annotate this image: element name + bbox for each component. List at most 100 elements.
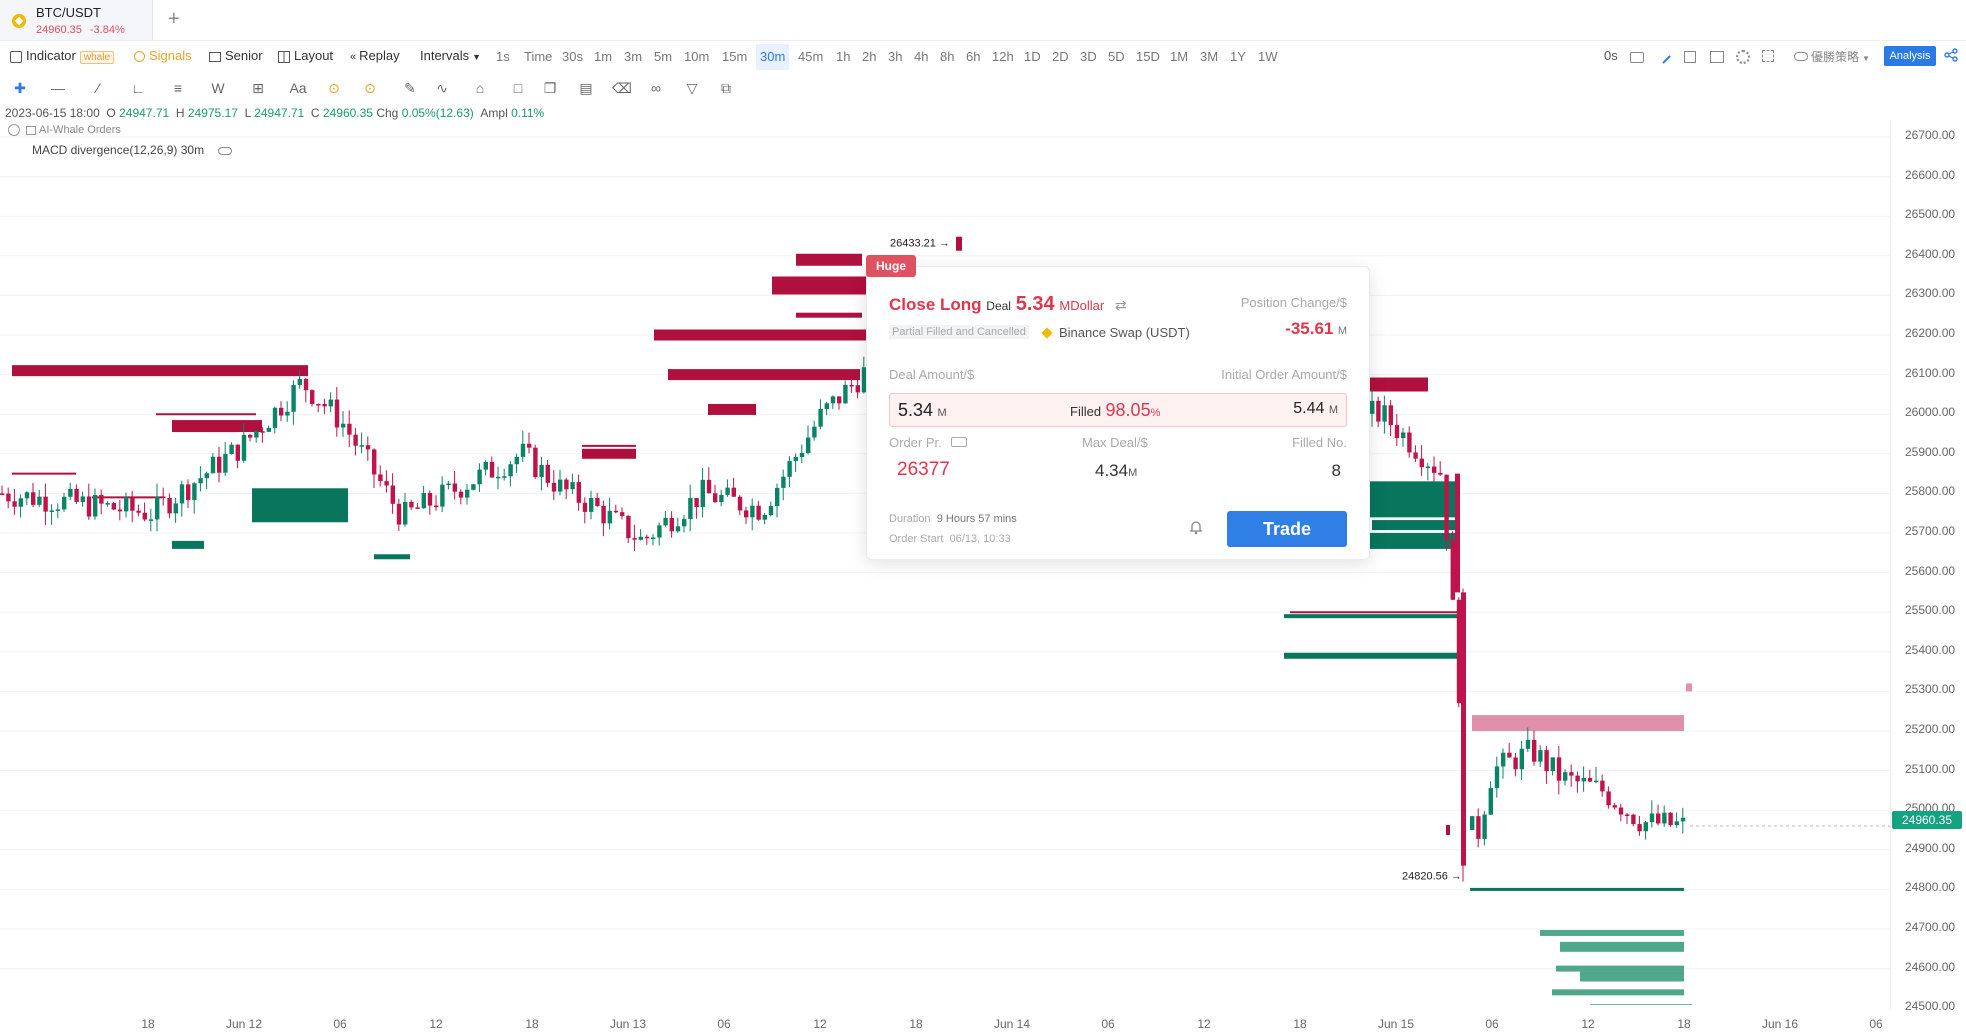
interval-option[interactable]: 1h xyxy=(836,49,851,64)
candle-body xyxy=(545,464,550,483)
interval-option[interactable]: 2h xyxy=(862,49,877,64)
senior-button[interactable]: Senior xyxy=(209,48,263,63)
buy-wall xyxy=(374,554,410,560)
macd-indicator[interactable]: MACD divergence(12,26,9) 30m xyxy=(32,143,233,157)
filled-no-value: 8 xyxy=(1331,461,1341,480)
ruler-icon[interactable]: ∟ xyxy=(131,80,145,96)
candlestick-chart[interactable]: 26433.21 → 24820.56 → xyxy=(0,120,1890,1005)
wave-icon[interactable]: W xyxy=(211,80,225,96)
trade-button[interactable]: Trade xyxy=(1227,511,1347,547)
time-axis[interactable]: 18 Jun 12 06 12 18 Jun 13 06 12 18 Jun 14 06 12 18 Ju… xyxy=(0,1005,1890,1035)
magnet-lock-icon[interactable]: ⊙ xyxy=(364,80,376,96)
brush-icon[interactable]: ∿ xyxy=(436,80,448,96)
interval-option[interactable]: 8h xyxy=(940,49,955,64)
interval-option[interactable]: 5D xyxy=(1108,49,1125,64)
candle-body xyxy=(626,515,631,539)
interval-option[interactable]: 15D xyxy=(1136,49,1160,64)
line-icon[interactable]: — xyxy=(51,80,65,96)
candle-body xyxy=(1680,817,1686,822)
fullscreen-icon[interactable] xyxy=(1762,50,1774,62)
candle-body xyxy=(799,452,805,457)
note-icon[interactable]: ▤ xyxy=(579,80,593,96)
filter-icon[interactable]: ▽ xyxy=(686,80,698,96)
layers-icon[interactable]: ⧉ xyxy=(721,80,731,96)
candle-body xyxy=(1513,757,1518,770)
max-deal-value: 4.34M xyxy=(1095,461,1138,480)
candle-body xyxy=(1600,780,1605,792)
interval-option[interactable]: 15m xyxy=(722,49,748,64)
candle-body xyxy=(1419,458,1424,468)
candle-body xyxy=(241,434,247,461)
whale-orders-indicator[interactable]: AI-Whale Orders xyxy=(8,124,121,137)
interval-option[interactable]: 30m xyxy=(756,44,790,70)
indicator-icon xyxy=(10,50,22,63)
symbol-tab[interactable]: BTC/USDT 24960.35 -3.84% xyxy=(0,0,153,40)
initial-amount-label: Initial Order Amount/$ xyxy=(1221,367,1347,382)
interval-option[interactable]: 1M xyxy=(1170,49,1189,64)
time-tick: Jun 14 xyxy=(993,1017,1031,1031)
text-icon[interactable]: Aa xyxy=(289,80,307,96)
link-icon[interactable]: ∞ xyxy=(651,80,661,96)
signals-button[interactable]: Signals xyxy=(134,48,192,63)
copy-icon[interactable]: ❐ xyxy=(543,80,557,96)
candle-body xyxy=(489,461,495,478)
interval-option[interactable]: 45m xyxy=(798,49,824,64)
price-axis[interactable]: 26700.00 26600.00 26500.00 26400.00 26300.00… xyxy=(1890,120,1966,1013)
interval-option[interactable]: 1D xyxy=(1024,49,1041,64)
interval-option[interactable]: 30s xyxy=(562,49,583,64)
edit-icon[interactable] xyxy=(1655,48,1671,64)
interval-option[interactable]: 1W xyxy=(1258,49,1278,64)
candle-body xyxy=(620,512,625,516)
candle-body xyxy=(719,494,724,503)
strategy-dropdown[interactable]: 優勝策略 ▼ xyxy=(1794,48,1870,65)
layout-button[interactable]: Layout xyxy=(278,48,333,63)
bookmark-icon[interactable] xyxy=(1684,51,1696,63)
interval-option[interactable]: 10m xyxy=(684,49,710,64)
candle-body xyxy=(303,379,309,391)
hline-icon[interactable]: ≡ xyxy=(173,80,183,96)
interval-option[interactable]: 6h xyxy=(966,49,981,64)
interval-option[interactable]: 5m xyxy=(654,49,673,64)
intervals-dropdown[interactable]: Intervals ▼ xyxy=(420,48,482,63)
candle-body xyxy=(694,498,699,508)
interval-option[interactable]: 3D xyxy=(1080,49,1097,64)
trash-icon[interactable]: ⌫ xyxy=(612,80,632,96)
chevron-down-icon: ▼ xyxy=(472,52,482,62)
candle-body xyxy=(167,497,172,514)
replay-button[interactable]: «Replay xyxy=(350,48,400,63)
candle-body xyxy=(217,456,222,473)
indicator-button[interactable]: Indicator whale xyxy=(10,48,115,64)
interval-option[interactable]: 12h xyxy=(992,49,1014,64)
pattern-icon[interactable]: ⌂ xyxy=(475,80,485,96)
pencil-icon[interactable]: ✎ xyxy=(404,80,416,96)
add-tab-button[interactable]: + xyxy=(168,8,180,30)
interval-option[interactable]: 1s xyxy=(496,49,510,64)
candle-body xyxy=(775,487,780,507)
camera-icon[interactable] xyxy=(1630,52,1644,63)
share-icon[interactable] xyxy=(1944,48,1958,62)
interval-option[interactable]: 2D xyxy=(1052,49,1069,64)
interval-option[interactable]: Time xyxy=(524,49,553,64)
fib-icon[interactable]: ∕ xyxy=(96,80,100,96)
interval-option[interactable]: 3m xyxy=(624,49,643,64)
interval-option[interactable]: 3h xyxy=(888,49,903,64)
interval-option[interactable]: 3M xyxy=(1200,49,1219,64)
candle-body xyxy=(31,492,36,505)
magnet-icon[interactable]: ⊙ xyxy=(328,80,340,96)
crosshair-icon[interactable]: ✚ xyxy=(14,80,26,96)
hide-eye-icon[interactable] xyxy=(218,146,233,155)
collapse-icon[interactable] xyxy=(8,124,20,137)
bell-icon[interactable] xyxy=(1189,519,1203,535)
candle-body xyxy=(1432,466,1437,473)
swap-icon[interactable]: ⇄ xyxy=(1114,297,1127,313)
measure-icon[interactable]: ⊞ xyxy=(252,80,264,96)
interval-option[interactable]: 1Y xyxy=(1230,49,1246,64)
lock-icon[interactable]: □ xyxy=(513,80,523,96)
candle-body xyxy=(173,503,178,514)
sheet-icon[interactable] xyxy=(1710,51,1724,63)
interval-option[interactable]: 4h xyxy=(914,49,929,64)
candle-body xyxy=(582,502,588,512)
interval-option[interactable]: 1m xyxy=(594,49,613,64)
analysis-button[interactable]: Analysis xyxy=(1884,46,1936,66)
settings-icon[interactable] xyxy=(1736,50,1750,64)
